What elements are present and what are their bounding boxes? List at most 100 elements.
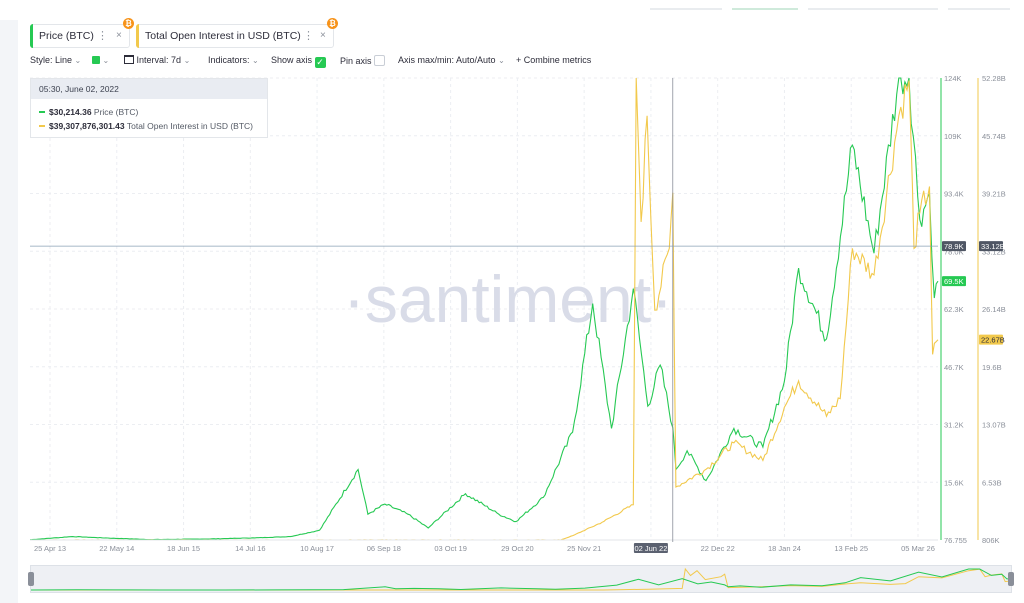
- santiment-watermark: ·santiment·: [343, 262, 673, 336]
- left-axis-tick: 15.6K: [944, 478, 964, 487]
- x-tick-label: 05 Mar 26: [901, 544, 935, 553]
- x-tick-label: 18 Jun 15: [167, 544, 200, 553]
- top-strip-segment-active: [732, 8, 798, 10]
- x-tick-label: 10 Aug 17: [300, 544, 334, 553]
- chevron-down-icon: ⌄: [252, 56, 259, 65]
- tooltip-price-name: Price (BTC): [93, 107, 139, 117]
- show-axis-label: Show axis: [271, 55, 313, 65]
- combine-metrics-button[interactable]: + Combine metrics: [516, 55, 592, 65]
- close-icon[interactable]: ×: [116, 30, 122, 41]
- pin-axis-checkbox[interactable]: [374, 55, 386, 66]
- x-tick-label: 18 Jan 24: [768, 544, 801, 553]
- crosshair-right-value-bg: [979, 241, 1003, 252]
- pin-axis-label: Pin axis: [340, 56, 372, 66]
- x-tick-label: 03 Oct 19: [434, 544, 467, 553]
- navigator-minimap: [31, 567, 1011, 591]
- oi-legend-dash: [39, 125, 45, 127]
- more-menu-icon[interactable]: ⋮: [303, 30, 314, 42]
- axis-mode-label: Axis max/min: Auto/Auto: [398, 55, 496, 65]
- navigator-price-line: [31, 568, 1011, 591]
- chevron-down-icon: ⌄: [102, 56, 110, 65]
- price-legend-dash: [39, 111, 45, 113]
- tooltip-oi-name: Total Open Interest in USD (BTC): [126, 121, 253, 131]
- color-swatch: [92, 56, 100, 64]
- tooltip-price-row: $30,214.36 Price (BTC): [39, 107, 138, 117]
- crosshair-left-value-bg: [942, 241, 966, 252]
- right-axis-tick: 39.21B: [982, 190, 1006, 199]
- color-dropdown[interactable]: ⌄: [92, 55, 109, 65]
- x-tick-label: 22 Dec 22: [701, 544, 735, 553]
- chevron-down-icon: ⌄: [498, 56, 505, 65]
- right-axis-tick: 13.07B: [982, 421, 1006, 430]
- style-label: Style: Line: [30, 55, 73, 65]
- top-strip-segment: [808, 8, 938, 10]
- left-axis-tick: 46.7K: [944, 363, 964, 372]
- tooltip-oi-value: $39,307,876,301.43: [49, 121, 125, 131]
- chevron-down-icon: ⌄: [183, 56, 191, 65]
- price-last-value-bg: [942, 276, 966, 287]
- tab-accent: [30, 24, 33, 48]
- left-axis-tick: 62.3K: [944, 305, 964, 314]
- right-axis-tick: 52.28B: [982, 74, 1006, 83]
- x-tick-highlight: [633, 543, 668, 553]
- interval-label: Interval: 7d: [136, 55, 182, 65]
- left-axis-tick: 109K: [944, 132, 962, 141]
- axis-mode-dropdown[interactable]: Axis max/min: Auto/Auto ⌄: [398, 55, 505, 65]
- left-axis-tick: 93.4K: [944, 190, 964, 199]
- more-menu-icon[interactable]: ⋮: [97, 30, 108, 42]
- right-axis-tick: 806K: [982, 536, 1000, 545]
- crosshair-left-value: 78.9K: [944, 242, 964, 251]
- left-axis-tick: 124K: [944, 74, 962, 83]
- left-axis-tick: 31.2K: [944, 421, 964, 430]
- bitcoin-badge-icon: ₿: [327, 18, 338, 29]
- tab-accent: [136, 24, 139, 48]
- right-axis-tick: 33.12B: [982, 247, 1006, 256]
- tab-label: Price (BTC): [39, 30, 94, 42]
- right-axis-tick: 45.74B: [982, 132, 1006, 141]
- top-strip-segment: [948, 8, 1010, 10]
- x-tick-label: 06 Sep 18: [367, 544, 401, 553]
- bitcoin-badge-icon: ₿: [123, 18, 134, 29]
- left-axis-tick: 76.755: [944, 536, 967, 545]
- pin-axis-toggle[interactable]: Pin axis: [340, 55, 386, 66]
- tooltip-date: 05:30, June 02, 2022: [31, 79, 267, 99]
- chart-axes: 25 Apr 13 22 May 14 18 Jun 15 14 Jul 16 10 A…: [30, 74, 1006, 553]
- left-sidebar-edge: [0, 0, 18, 603]
- top-strip-segment: [650, 8, 722, 10]
- x-tick-label: 14 Jul 16: [235, 544, 265, 553]
- x-tick-label: 25 Apr 13: [34, 544, 66, 553]
- x-tick-label: 29 Oct 20: [501, 544, 534, 553]
- crosshair-right-value: 33.12B: [981, 242, 1005, 251]
- chart-tooltip: 05:30, June 02, 2022 $30,214.36 Price (B…: [30, 78, 268, 138]
- close-icon[interactable]: ×: [320, 30, 326, 41]
- price-last-value: 69.5K: [944, 277, 964, 286]
- oi-last-value: 22.67B: [981, 336, 1005, 345]
- navigator-right-handle[interactable]: [1008, 572, 1014, 586]
- tooltip-oi-row: $39,307,876,301.43 Total Open Interest i…: [39, 121, 253, 131]
- tab-label: Total Open Interest in USD (BTC): [145, 30, 301, 42]
- range-navigator[interactable]: [28, 565, 1014, 593]
- top-strip: [0, 0, 1024, 20]
- tab-price-btc[interactable]: Price (BTC) ⋮ × ₿: [30, 18, 134, 48]
- x-tick-label: 02 Jun 22: [634, 544, 667, 553]
- tooltip-price-value: $30,214.36: [49, 107, 92, 117]
- x-tick-label: 13 Feb 25: [834, 544, 868, 553]
- calendar-icon: [124, 55, 134, 64]
- x-tick-label: 25 Nov 21: [567, 544, 601, 553]
- style-dropdown[interactable]: Style: Line ⌄: [30, 55, 81, 65]
- oi-last-value-bg: [979, 334, 1003, 345]
- indicators-dropdown[interactable]: Indicators: ⌄: [208, 55, 259, 65]
- show-axis-toggle[interactable]: Show axis ✓: [271, 55, 326, 68]
- check-icon[interactable]: ✓: [314, 57, 326, 68]
- x-tick-label: 22 May 14: [99, 544, 134, 553]
- chevron-down-icon: ⌄: [74, 56, 82, 65]
- right-axis-tick: 19.6B: [982, 363, 1002, 372]
- navigator-oi-line: [31, 567, 1011, 591]
- chart-overlay: 78.9K 33.12B 69.5K 22.67B: [30, 78, 1005, 542]
- right-axis-tick: 6.53B: [982, 478, 1002, 487]
- tab-open-interest[interactable]: Total Open Interest in USD (BTC) ⋮ × ₿: [136, 18, 338, 48]
- navigator-left-handle[interactable]: [28, 572, 34, 586]
- interval-dropdown[interactable]: Interval: 7d ⌄: [124, 55, 190, 65]
- right-axis-tick: 26.14B: [982, 305, 1006, 314]
